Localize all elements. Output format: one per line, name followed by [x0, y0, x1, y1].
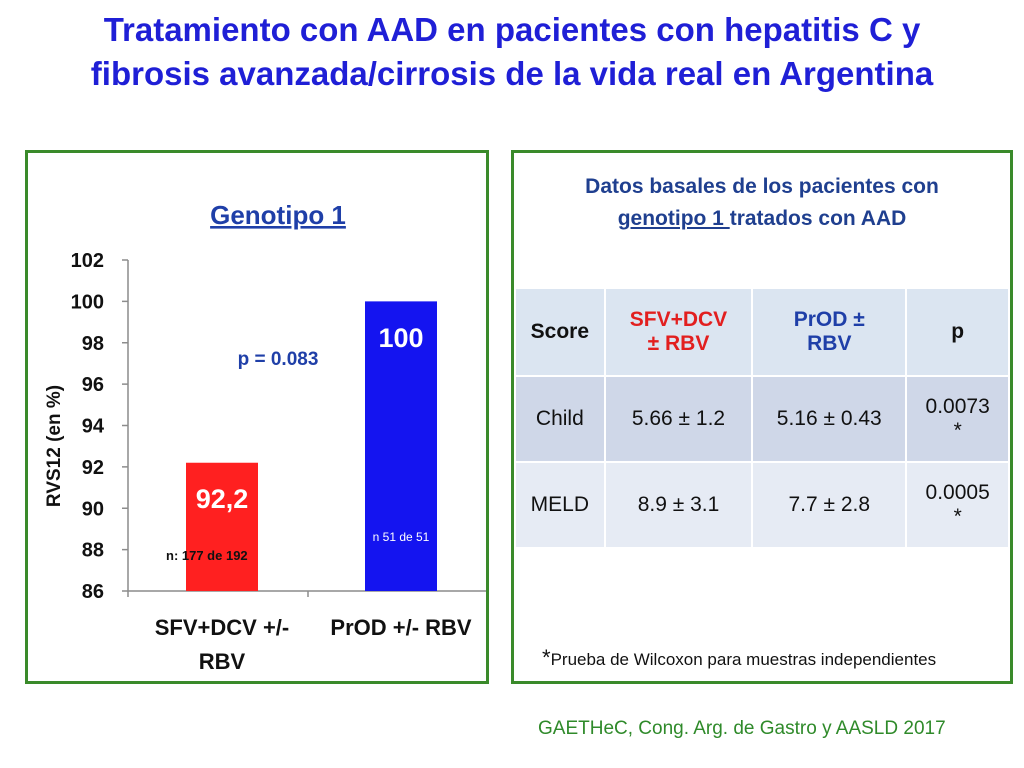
table-heading-line-2: genotipo 1 tratados con AAD	[514, 203, 1010, 235]
y-tick-label: 96	[82, 374, 104, 396]
header-prod: PrOD ± RBV	[751, 287, 908, 377]
table-heading-rest: tratados con AAD	[729, 207, 907, 230]
table-heading-underlined: genotipo 1	[617, 207, 730, 230]
row-sfv-dcv-value: 5.66 ± 1.2	[603, 375, 754, 463]
table-header-row: Score SFV+DCV ± RBV PrOD ± RBV p	[514, 287, 1010, 377]
row-prod-value: 5.16 ± 0.43	[751, 375, 908, 463]
table-heading: Datos basales de los pacientes con genot…	[514, 171, 1010, 235]
x-category-label: RBV	[199, 649, 246, 674]
y-tick-label: 102	[71, 250, 104, 272]
header-p: p	[905, 287, 1010, 377]
chart-title: Genotipo 1	[210, 200, 346, 230]
x-category-label: SFV+DCV +/-	[155, 615, 289, 640]
footnote-text: Prueba de Wilcoxon para muestras indepen…	[550, 650, 937, 669]
y-tick-label: 86	[82, 581, 104, 603]
bar	[186, 462, 258, 591]
row-prod-value: 7.7 ± 2.8	[751, 461, 908, 549]
table-row: MELD 8.9 ± 3.1 7.7 ± 2.8 0.0005 *	[514, 461, 1010, 549]
header-score: Score	[514, 287, 606, 377]
source-citation: GAETHeC, Cong. Arg. de Gastro y AASLD 20…	[538, 718, 946, 739]
slide-title: Tratamiento con AAD en pacientes con hep…	[0, 8, 1024, 96]
row-score: Child	[514, 375, 606, 463]
table-heading-line-1: Datos basales de los pacientes con	[585, 175, 939, 198]
slide-title-line-2: fibrosis avanzada/cirrosis de la vida re…	[90, 55, 934, 92]
row-sfv-dcv-value: 8.9 ± 3.1	[603, 461, 754, 549]
row-score: MELD	[514, 461, 606, 549]
data-label: 92,2	[196, 484, 249, 514]
data-label: 100	[378, 323, 423, 353]
bar	[365, 301, 437, 591]
sample-size-label: n: 177 de 192	[166, 548, 248, 563]
y-tick-label: 90	[82, 498, 104, 520]
row-p-value: 0.0073 *	[905, 375, 1010, 463]
y-tick-label: 98	[82, 333, 104, 355]
x-category-label: PrOD +/- RBV	[330, 615, 472, 640]
slide-title-line-1: Tratamiento con AAD en pacientes con hep…	[103, 11, 921, 48]
sample-size-label: n 51 de 51	[373, 530, 430, 544]
row-p-value: 0.0005 *	[905, 461, 1010, 549]
y-tick-label: 94	[82, 416, 105, 438]
p-value-annotation: p = 0.083	[238, 349, 319, 370]
baseline-data-table: Score SFV+DCV ± RBV PrOD ± RBV p Child 5.6…	[514, 287, 1010, 549]
chart-panel: Genotipo 1 86 88 90 92 94 96 98 100 102 RVS12 (en …	[25, 150, 489, 684]
y-axis-label: RVS12 (en %)	[44, 385, 65, 507]
bar-chart: Genotipo 1 86 88 90 92 94 96 98 100 102 RVS12 (en …	[44, 200, 486, 674]
footnote-asterisk: *	[542, 645, 551, 670]
header-sfv-dcv: SFV+DCV ± RBV	[603, 287, 754, 377]
y-tick-label: 100	[71, 291, 104, 313]
y-tick-label: 88	[82, 540, 104, 562]
table-panel: Datos basales de los pacientes con genot…	[511, 150, 1013, 684]
y-tick-label: 92	[82, 457, 104, 479]
table-footnote: *Prueba de Wilcoxon para muestras indepe…	[542, 645, 936, 671]
table-row: Child 5.66 ± 1.2 5.16 ± 0.43 0.0073 *	[514, 375, 1010, 463]
